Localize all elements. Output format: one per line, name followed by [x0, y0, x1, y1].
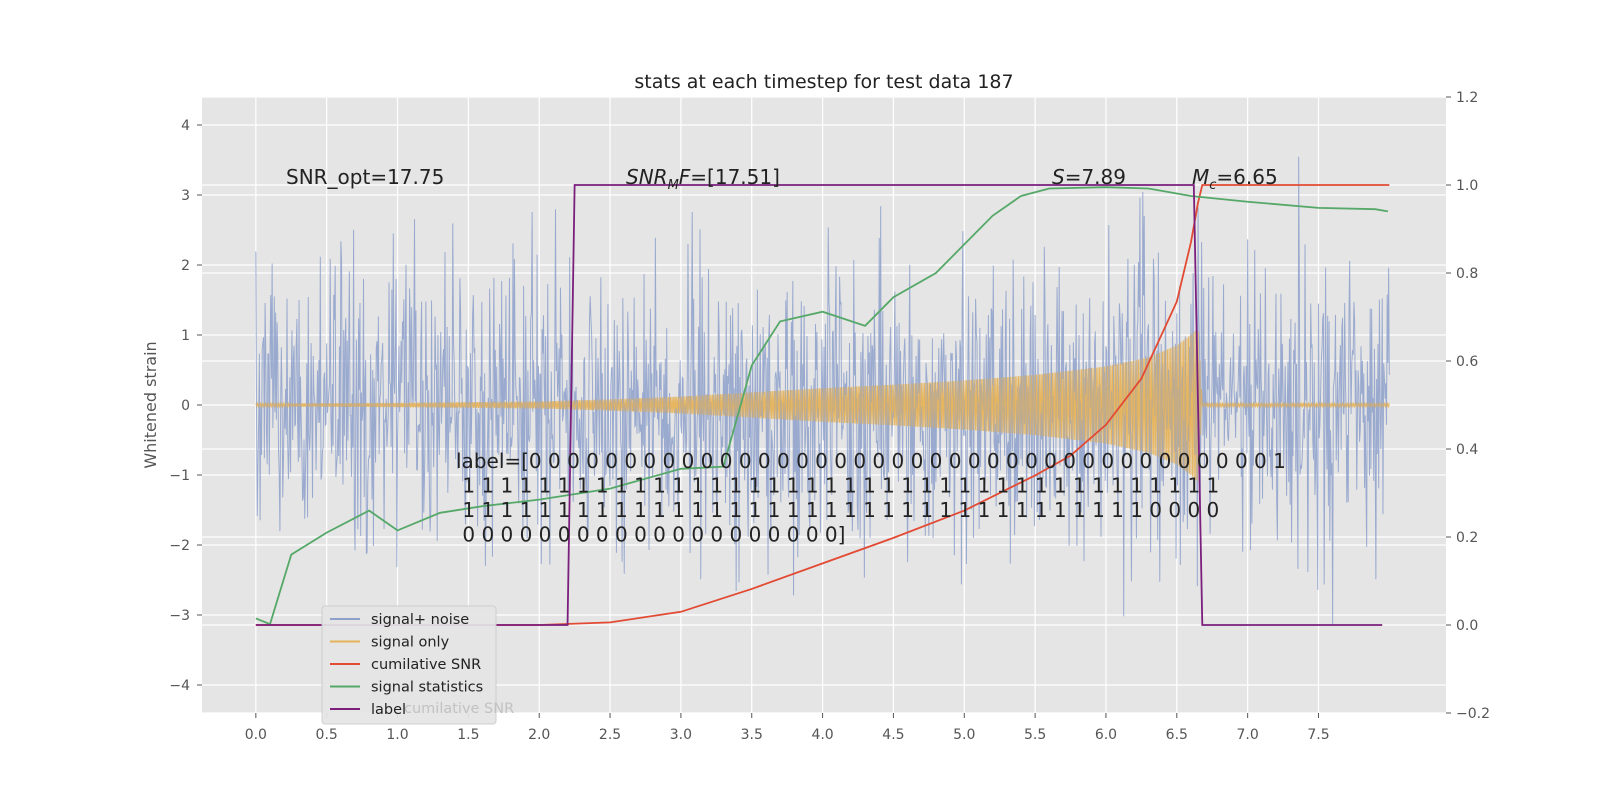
series-signal-statistics — [255, 186, 1389, 626]
x-tick-label: 7.5 — [1307, 727, 1329, 743]
y2-tick-label: 0.8 — [1456, 266, 1478, 282]
left-axis: 4 3 2 1 0 −1 −2 −3 −4 — [169, 118, 202, 694]
series-cumilative-snr — [255, 184, 1390, 626]
x-tick-label: 7.0 — [1237, 727, 1259, 743]
annotation-label-line: 1 1 1 1 1 1 1 1 1 1 1 1 1 1 1 1 1 1 1 1 … — [456, 474, 1219, 498]
y2-tick-label: −0.2 — [1456, 706, 1490, 722]
series-label — [255, 184, 1383, 626]
annotation-label-line: 0 0 0 0 0 0 0 0 0 0 0 0 0 0 0 0 0 0 0 0] — [456, 523, 845, 547]
y2-tick-label: 0.4 — [1456, 442, 1478, 458]
y-tick-label: 1 — [181, 328, 190, 344]
legend: cumilative SNR signal+ noise signal only cu… — [321, 605, 514, 725]
annotation-snr-opt: SNR_opt=17.75 — [286, 165, 444, 189]
y-axis-title: Whitened strain — [141, 341, 160, 468]
x-tick-label: 6.5 — [1166, 727, 1188, 743]
legend-label: cumilative SNR — [371, 657, 481, 673]
legend-overlap-text: cumilative SNR — [404, 701, 514, 717]
x-tick-label: 6.0 — [1095, 727, 1117, 743]
x-tick-label: 1.5 — [457, 727, 479, 743]
y2-tick-label: 0.2 — [1456, 530, 1478, 546]
x-tick-label: 3.0 — [670, 727, 692, 743]
legend-label: signal+ noise — [371, 612, 469, 628]
y2-tick-label: 0.0 — [1456, 618, 1478, 634]
annotation-label-array: label=[0 0 0 0 0 0 0 0 0 0 0 0 0 0 0 0 0… — [456, 449, 1286, 547]
y-tick-label: 4 — [181, 118, 190, 134]
y-tick-label: 0 — [181, 398, 190, 414]
x-tick-label: 3.5 — [741, 727, 763, 743]
y-tick-label: 3 — [181, 188, 190, 204]
x-tick-label: 0.5 — [316, 727, 338, 743]
series-signal-only-overlay — [255, 329, 1390, 482]
annotation-label-line: 1 1 1 1 1 1 1 1 1 1 1 1 1 1 1 1 1 1 1 1 … — [456, 498, 1219, 522]
y-tick-label: −2 — [169, 538, 190, 554]
annotation-layer: SNR_opt=17.75 SNRMF=[17.51] S=7.89 Mc=6.65 l… — [286, 165, 1286, 547]
x-tick-label: 0.0 — [245, 727, 267, 743]
x-tick-label: 5.5 — [1024, 727, 1046, 743]
x-tick-label: 2.0 — [528, 727, 550, 743]
legend-box — [321, 605, 497, 725]
series-signal-plus-noise — [255, 156, 1390, 626]
legend-label: signal only — [371, 635, 450, 651]
x-tick-label: 2.5 — [599, 727, 621, 743]
x-tick-label: 4.0 — [811, 727, 833, 743]
annotation-s: S=7.89 — [1052, 165, 1126, 189]
series-layer — [255, 156, 1390, 626]
legend-label: label — [371, 702, 406, 718]
legend-label: signal statistics — [371, 680, 483, 696]
y2-tick-label: 1.2 — [1456, 90, 1478, 106]
annotation-label-line: label=[0 0 0 0 0 0 0 0 0 0 0 0 0 0 0 0 0… — [456, 449, 1286, 473]
x-tick-label: 4.5 — [882, 727, 904, 743]
right-axis: 1.2 1.0 0.8 0.6 0.4 0.2 0.0 −0.2 — [1446, 90, 1490, 722]
y2-tick-label: 0.6 — [1456, 354, 1478, 370]
y-tick-label: 2 — [181, 258, 190, 274]
x-tick-label: 5.0 — [953, 727, 975, 743]
y2-tick-label: 1.0 — [1456, 178, 1478, 194]
annotation-snr-mf: SNRMF=[17.51] — [626, 165, 780, 193]
x-tick-label: 1.0 — [386, 727, 408, 743]
y-tick-label: −1 — [169, 468, 190, 484]
chart-title: stats at each timestep for test data 187 — [634, 71, 1013, 93]
bottom-axis: 0.0 0.5 1.0 1.5 2.0 2.5 3.0 3.5 4.0 4.5 5.0 5.5 6.0 6… — [245, 713, 1330, 743]
annotation-mc: Mc=6.65 — [1192, 165, 1278, 193]
y-tick-label: −3 — [169, 608, 190, 624]
y-tick-label: −4 — [169, 678, 190, 694]
